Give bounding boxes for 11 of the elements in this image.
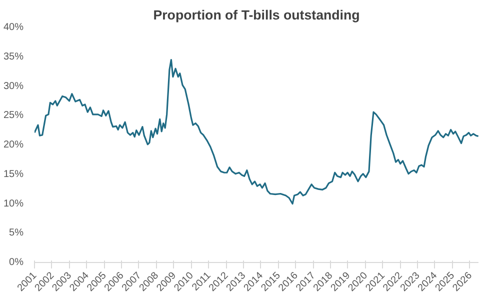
y-tick-label: 0% [9, 257, 24, 268]
y-tick-label: 20% [3, 140, 24, 150]
chart-title: Proportion of T-bills outstanding [153, 8, 360, 22]
line-series [34, 59, 478, 205]
y-tick-label: 10% [3, 198, 24, 210]
y-tick-label: 30% [3, 80, 24, 92]
y-tick-label: 15% [3, 168, 24, 180]
y-tick-label: 5% [9, 228, 24, 239]
y-tick-label: 25% [3, 110, 24, 122]
y-tick-label: 35% [3, 51, 24, 62]
y-tick-label: 40% [3, 22, 24, 33]
